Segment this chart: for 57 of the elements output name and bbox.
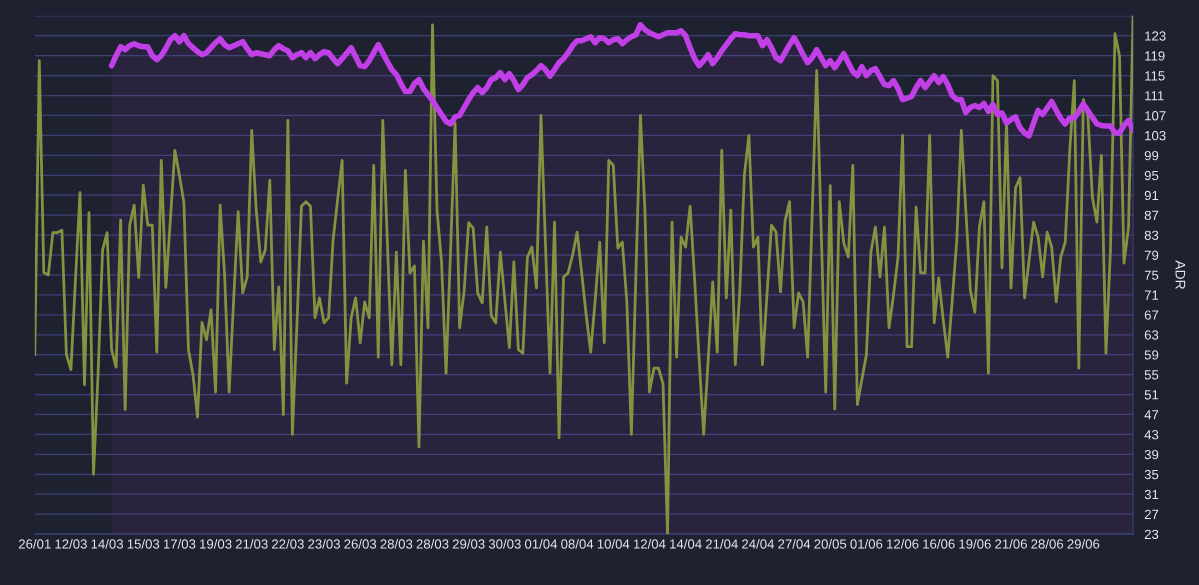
x-tick-label: 23/03: [308, 538, 340, 549]
y-tick-label: 31: [1144, 489, 1159, 500]
x-tick-label: 22/03: [272, 538, 304, 549]
y-tick-label: 123: [1145, 31, 1166, 41]
x-tick-label: 19/06: [959, 538, 991, 549]
x-tick-label: 28/03: [416, 538, 449, 549]
x-tick-label: 29/03: [452, 538, 485, 549]
x-tick-label: 17/03: [163, 538, 196, 549]
y-tick-label: 91: [1144, 190, 1159, 201]
y-tick-label: 39: [1144, 449, 1159, 460]
y-tick-label: 27: [1144, 509, 1159, 519]
y-tick-label: 115: [1145, 71, 1165, 81]
x-tick-label: 16/06: [923, 538, 955, 549]
y-tick-label: 71: [1144, 290, 1159, 300]
y-tick-label: 99: [1144, 150, 1159, 161]
x-tick-label: 21/06: [995, 538, 1027, 549]
y-tick-label: 55: [1144, 370, 1159, 380]
x-tick-label: 10/04: [597, 538, 630, 549]
y-tick-label: 119: [1145, 51, 1165, 61]
y-axis-title: ADR: [1175, 260, 1186, 289]
y-tick-label: 47: [1144, 410, 1159, 420]
x-tick-label: 21/04: [705, 538, 738, 549]
x-tick-label: 26/01: [18, 538, 51, 549]
y-tick-label: 79: [1144, 250, 1159, 260]
x-tick-label: 26/03: [344, 538, 377, 549]
y-tick-label: 51: [1144, 390, 1159, 400]
x-tick-label: 29/06: [1067, 538, 1100, 549]
y-tick-label: 35: [1144, 469, 1159, 480]
y-tick-label: 107: [1145, 111, 1166, 121]
y-tick-label: 95: [1144, 170, 1159, 181]
x-tick-label: 12/03: [55, 538, 87, 549]
x-tick-label: 01/04: [524, 538, 558, 549]
x-tick-label: 12/04: [633, 538, 666, 549]
x-tick-label: 14/03: [91, 538, 124, 549]
y-tick-label: 67: [1144, 310, 1159, 320]
y-tick-label: 59: [1144, 350, 1159, 360]
y-tick-label: 83: [1144, 230, 1159, 240]
y-tick-label: 87: [1144, 210, 1159, 221]
y-tick-label: 23: [1144, 529, 1159, 540]
y-tick-label: 111: [1145, 91, 1164, 101]
x-tick-label: 19/03: [200, 538, 232, 549]
x-tick-label: 30/03: [488, 538, 521, 549]
x-tick-label: 27/04: [778, 538, 811, 549]
x-tick-label: 28/06: [1031, 538, 1064, 549]
y-tick-label: 43: [1144, 430, 1159, 440]
x-tick-label: 21/03: [235, 538, 268, 549]
x-tick-label: 24/04: [742, 538, 775, 549]
x-tick-label: 12/06: [887, 538, 919, 549]
y-tick-label: 75: [1144, 270, 1159, 280]
y-tick-label: 63: [1144, 330, 1159, 340]
x-tick-label: 20/05: [814, 538, 847, 549]
x-tick-label: 28/03: [380, 538, 413, 549]
y-tick-label: 103: [1145, 130, 1166, 141]
x-tick-label: 15/03: [127, 538, 160, 549]
x-tick-label: 08/04: [561, 538, 594, 549]
x-tick-label: 14/04: [670, 538, 702, 549]
x-tick-label: 01/06: [850, 538, 883, 549]
